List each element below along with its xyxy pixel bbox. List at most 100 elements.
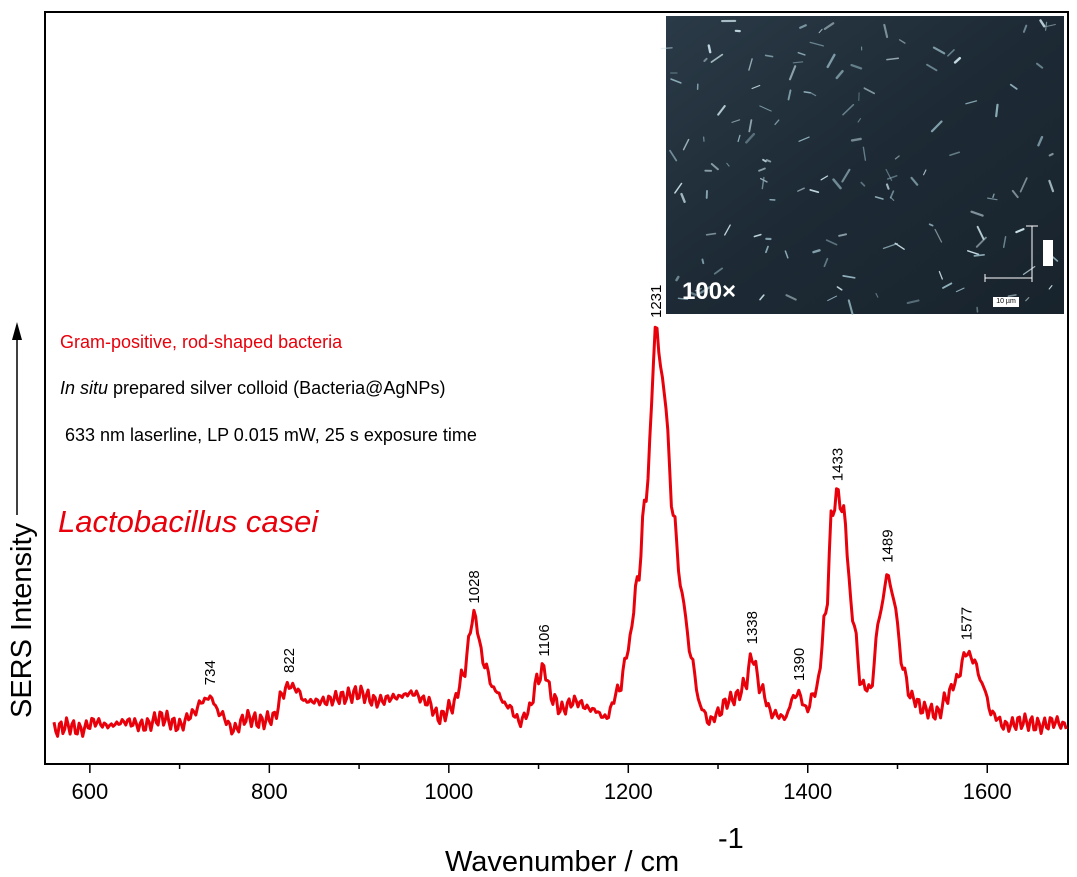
- bacteria-speck: [850, 137, 862, 142]
- x-axis-tick-labels: 600 800 1000 1200 1400 1600: [72, 779, 1012, 804]
- bacteria-speck: [1037, 135, 1044, 147]
- bacteria-speck: [949, 151, 961, 157]
- bacteria-speck: [965, 100, 978, 105]
- bacteria-speck: [809, 92, 817, 97]
- bacteria-speck: [765, 159, 772, 163]
- annotation-gram-positive: Gram-positive, rod-shaped bacteria: [60, 332, 343, 352]
- annotation-laser: 633 nm laserline, LP 0.015 mW, 25 s expo…: [65, 425, 477, 445]
- bacteria-speck: [797, 51, 806, 56]
- bacteria-speck: [898, 39, 906, 44]
- bacteria-speck: [875, 292, 879, 298]
- bacteria-speck: [883, 23, 889, 39]
- bacteria-speck: [809, 41, 824, 47]
- bacteria-speck: [751, 84, 761, 90]
- bacteria-speck: [774, 119, 780, 126]
- y-axis-arrow-head: [12, 322, 22, 340]
- peak-label-1028: 1028: [466, 570, 483, 603]
- bacteria-speck: [842, 275, 856, 279]
- x-tick-label: 1400: [783, 779, 832, 804]
- peak-label-1231: 1231: [648, 285, 665, 318]
- bacteria-speck: [1046, 23, 1056, 27]
- bacteria-speck: [894, 155, 900, 160]
- bacteria-speck: [857, 118, 862, 123]
- x-tick-label: 1200: [604, 779, 653, 804]
- bacteria-speck: [759, 294, 765, 301]
- peak-label-1433: 1433: [829, 448, 846, 481]
- bacteria-speck: [832, 178, 842, 190]
- bacteria-speck: [838, 233, 847, 237]
- bacteria-speck: [761, 176, 765, 190]
- bacteria-speck: [992, 193, 995, 199]
- bacteria-speck: [784, 250, 789, 259]
- bacteria-speck: [842, 103, 855, 116]
- bacteria-speck: [1019, 177, 1028, 193]
- bacteria-speck: [1048, 179, 1055, 193]
- bacteria-speck: [910, 176, 919, 186]
- bacteria-speck: [882, 242, 898, 250]
- bacteria-speck: [682, 138, 690, 151]
- bacteria-speck: [765, 245, 769, 254]
- bacteria-speck: [1011, 189, 1019, 199]
- bacteria-speck: [707, 44, 712, 54]
- x-axis-ticks: [89, 764, 988, 773]
- bacteria-speck: [947, 49, 955, 57]
- bacteria-speck: [847, 299, 854, 315]
- spectrum-line: [52, 325, 1068, 738]
- bacteria-speck: [724, 224, 731, 236]
- bacteria-speck: [798, 136, 810, 142]
- annotation-colloid: In situ prepared silver colloid (Bacteri…: [60, 378, 445, 398]
- peak-label-822: 822: [281, 648, 298, 673]
- annotation-colloid-italic: In situ: [60, 378, 108, 398]
- bacteria-speck: [792, 61, 804, 64]
- bacteria-speck: [809, 189, 820, 194]
- bacteria-speck: [894, 242, 905, 250]
- bacteria-speck: [928, 223, 934, 227]
- bacteria-speck: [1039, 19, 1046, 28]
- bacteria-speck: [889, 190, 895, 199]
- bacteria-speck: [660, 47, 673, 50]
- x-axis-title-text: Wavenumber / cm: [445, 846, 679, 877]
- bacteria-speck: [764, 54, 774, 58]
- microscope-inset: [660, 16, 1064, 315]
- bacteria-speck: [1022, 24, 1028, 33]
- bacteria-speck: [841, 168, 851, 183]
- bacteria-speck: [835, 69, 844, 80]
- bacteria-speck: [710, 163, 719, 171]
- bacteria-speck: [885, 183, 890, 190]
- scale-bar-label: 10 µm: [993, 297, 1019, 307]
- bacteria-speck: [677, 297, 689, 300]
- bacteria-speck: [860, 181, 866, 187]
- bacteria-speck: [967, 250, 980, 256]
- peak-label-1338: 1338: [744, 611, 761, 644]
- peak-label-1577: 1577: [959, 607, 976, 640]
- bacteria-speck: [717, 105, 726, 116]
- bacteria-speck: [986, 197, 998, 201]
- bacteria-speck: [825, 239, 838, 246]
- x-tick-label: 600: [72, 779, 109, 804]
- bacteria-speck: [674, 182, 683, 194]
- bacteria-speck: [942, 282, 953, 289]
- bacteria-speck: [886, 57, 900, 61]
- bacteria-speck: [669, 149, 678, 162]
- bacteria-speck: [886, 175, 898, 180]
- x-axis-title: Wavenumber / cm: [445, 846, 679, 877]
- bacteria-speck: [1044, 21, 1048, 31]
- annotation-colloid-rest: prepared silver colloid (Bacteria@AgNPs): [108, 378, 445, 398]
- bacteria-speck: [823, 22, 835, 30]
- bacteria-speck: [863, 87, 876, 95]
- peak-label-1106: 1106: [536, 624, 553, 656]
- bacteria-speck: [787, 89, 792, 101]
- x-axis-title-superscript: -1: [718, 823, 744, 855]
- bacteria-speck: [812, 249, 821, 254]
- bacteria-speck: [820, 175, 829, 181]
- bacteria-speck: [785, 294, 797, 301]
- bacteria-speck: [926, 63, 938, 72]
- bacteria-speck: [1048, 152, 1054, 157]
- x-tick-label: 1600: [963, 779, 1012, 804]
- bacteria-speck: [748, 58, 753, 71]
- bacteria-speck: [762, 158, 767, 163]
- bacteria-speck: [726, 162, 730, 167]
- bacteria-speck: [973, 253, 985, 257]
- bacteria-speck: [890, 196, 895, 201]
